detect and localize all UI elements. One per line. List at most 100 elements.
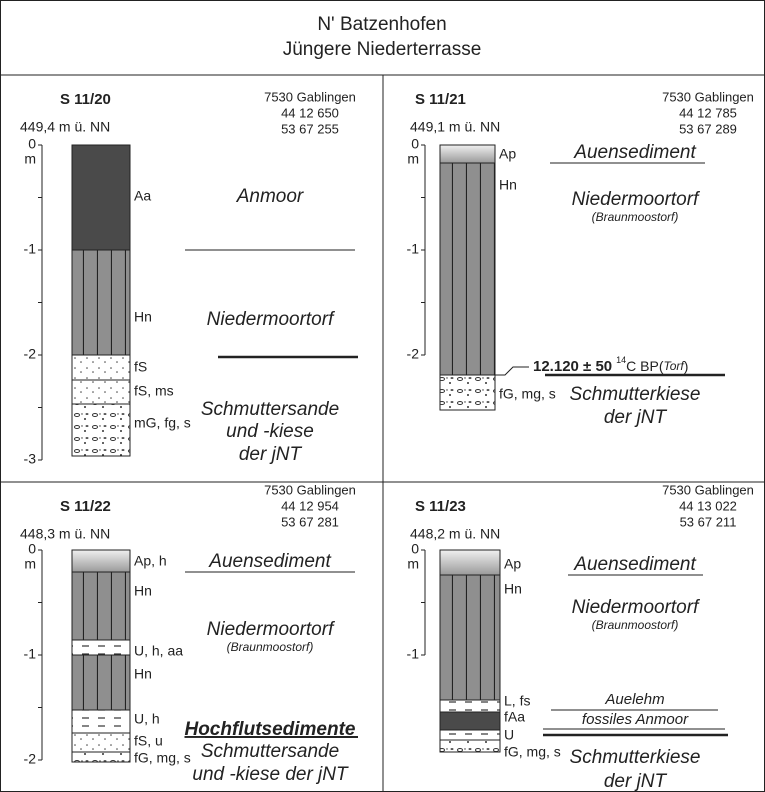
- interpretation: der jNT: [239, 444, 303, 465]
- coordinate: 53 67 289: [679, 121, 737, 136]
- layer: [439, 574, 501, 701]
- interpretation: Schmuttersande: [201, 399, 339, 420]
- layer: [71, 403, 131, 457]
- layer: [439, 739, 501, 753]
- profile-name: S 11/23: [415, 498, 466, 515]
- dating-material: Torf: [664, 359, 686, 373]
- interpretation: (Braunmoostorf): [592, 210, 679, 224]
- profile-name: S 11/21: [415, 91, 466, 108]
- layer: [71, 709, 131, 734]
- layer: [71, 549, 131, 573]
- layer: [71, 249, 131, 356]
- coordinate: 7530 Gablingen: [264, 89, 356, 104]
- depth-unit: m: [24, 556, 36, 572]
- coordinate: 7530 Gablingen: [264, 482, 356, 497]
- depth-label: -1: [407, 646, 420, 662]
- dating-isotope: 14: [616, 355, 626, 365]
- interpretation: Auensediment: [208, 551, 331, 572]
- interpretation: und -kiese: [226, 421, 314, 442]
- depth-label: -2: [24, 751, 37, 767]
- interpretation: Auensediment: [573, 142, 696, 163]
- interpretation: Hochflutsedimente: [184, 719, 355, 740]
- layer: [71, 571, 131, 641]
- depth-unit: m: [407, 151, 419, 167]
- leader-line: [495, 366, 529, 376]
- interpretation: (Braunmoostorf): [227, 640, 314, 654]
- layer-label: Hn: [499, 177, 517, 193]
- layer-label: mG, fg, s: [134, 415, 191, 431]
- layer: [71, 379, 131, 405]
- profile-name: S 11/22: [60, 498, 111, 515]
- layer-label: Aa: [134, 188, 151, 204]
- layer-label: U, h: [134, 711, 160, 727]
- layer-label: Ap, h: [134, 553, 167, 569]
- coordinate: 44 12 954: [281, 498, 339, 513]
- depth-label: -1: [407, 241, 420, 257]
- layer-label: Ap: [499, 146, 516, 162]
- depth-label: -2: [407, 346, 420, 362]
- interpretation: der jNT: [604, 771, 668, 792]
- coordinate: 53 67 281: [281, 514, 339, 529]
- layer-label: U, h, aa: [134, 643, 183, 659]
- layer: [71, 654, 131, 711]
- layer: [71, 732, 131, 753]
- interpretation: Schmutterkiese: [570, 747, 701, 768]
- profile-name: S 11/20: [60, 91, 111, 108]
- layer: [439, 729, 501, 741]
- coordinate: 53 67 255: [281, 121, 339, 136]
- subtitle: Jüngere Niederterrasse: [283, 39, 482, 60]
- interpretation: Niedermoortorf: [572, 597, 700, 618]
- interpretation: Anmoor: [236, 186, 304, 207]
- coordinate: 44 13 022: [679, 498, 737, 513]
- layer-label: fS, ms: [134, 383, 174, 399]
- depth-label: -1: [24, 646, 37, 662]
- layer: [439, 549, 501, 576]
- elevation: 449,1 m ü. NN: [410, 119, 500, 135]
- layer-label: fS, u: [134, 733, 163, 749]
- depth-label: -1: [24, 241, 37, 257]
- coordinate: 44 12 650: [281, 105, 339, 120]
- layer: [71, 144, 131, 251]
- layer: [439, 162, 496, 376]
- layer-label: Hn: [134, 309, 152, 325]
- layer: [71, 354, 131, 381]
- interpretation: Niedermoortorf: [207, 309, 335, 330]
- layer: [71, 751, 131, 763]
- depth-label: -3: [24, 451, 37, 467]
- layer-label: Hn: [134, 666, 152, 682]
- layer: [439, 144, 496, 164]
- layer-label: fG, mg, s: [499, 386, 556, 402]
- dating-unit: C BP(: [626, 358, 664, 374]
- coordinate: 44 12 785: [679, 105, 737, 120]
- layer-label: L, fs: [504, 693, 530, 709]
- interpretation: Niedermoortorf: [207, 619, 335, 640]
- depth-label: 0: [411, 541, 419, 557]
- interpretation: fossiles Anmoor: [582, 711, 689, 728]
- interpretation: (Braunmoostorf): [592, 618, 679, 632]
- layer-label: Hn: [504, 581, 522, 597]
- layer-label: U: [504, 727, 514, 743]
- elevation: 448,3 m ü. NN: [20, 526, 110, 542]
- dating-close: ): [684, 358, 689, 374]
- depth-label: 0: [28, 136, 36, 152]
- dating-age: 12.120 ± 50: [533, 358, 612, 375]
- depth-label: 0: [411, 136, 419, 152]
- depth-label: 0: [28, 541, 36, 557]
- interpretation: Auelehm: [604, 691, 664, 708]
- depth-unit: m: [24, 151, 36, 167]
- layer: [439, 699, 501, 713]
- interpretation: der jNT: [604, 407, 668, 428]
- layer-label: fAa: [504, 709, 525, 725]
- layer: [439, 374, 496, 411]
- interpretation: Schmuttersande: [201, 741, 339, 762]
- interpretation: Niedermoortorf: [572, 189, 700, 210]
- layer-label: Hn: [134, 583, 152, 599]
- layer-label: fS: [134, 359, 147, 375]
- depth-label: -2: [24, 346, 37, 362]
- interpretation: Auensediment: [573, 554, 696, 575]
- elevation: 448,2 m ü. NN: [410, 526, 500, 542]
- interpretation: und -kiese der jNT: [192, 764, 349, 785]
